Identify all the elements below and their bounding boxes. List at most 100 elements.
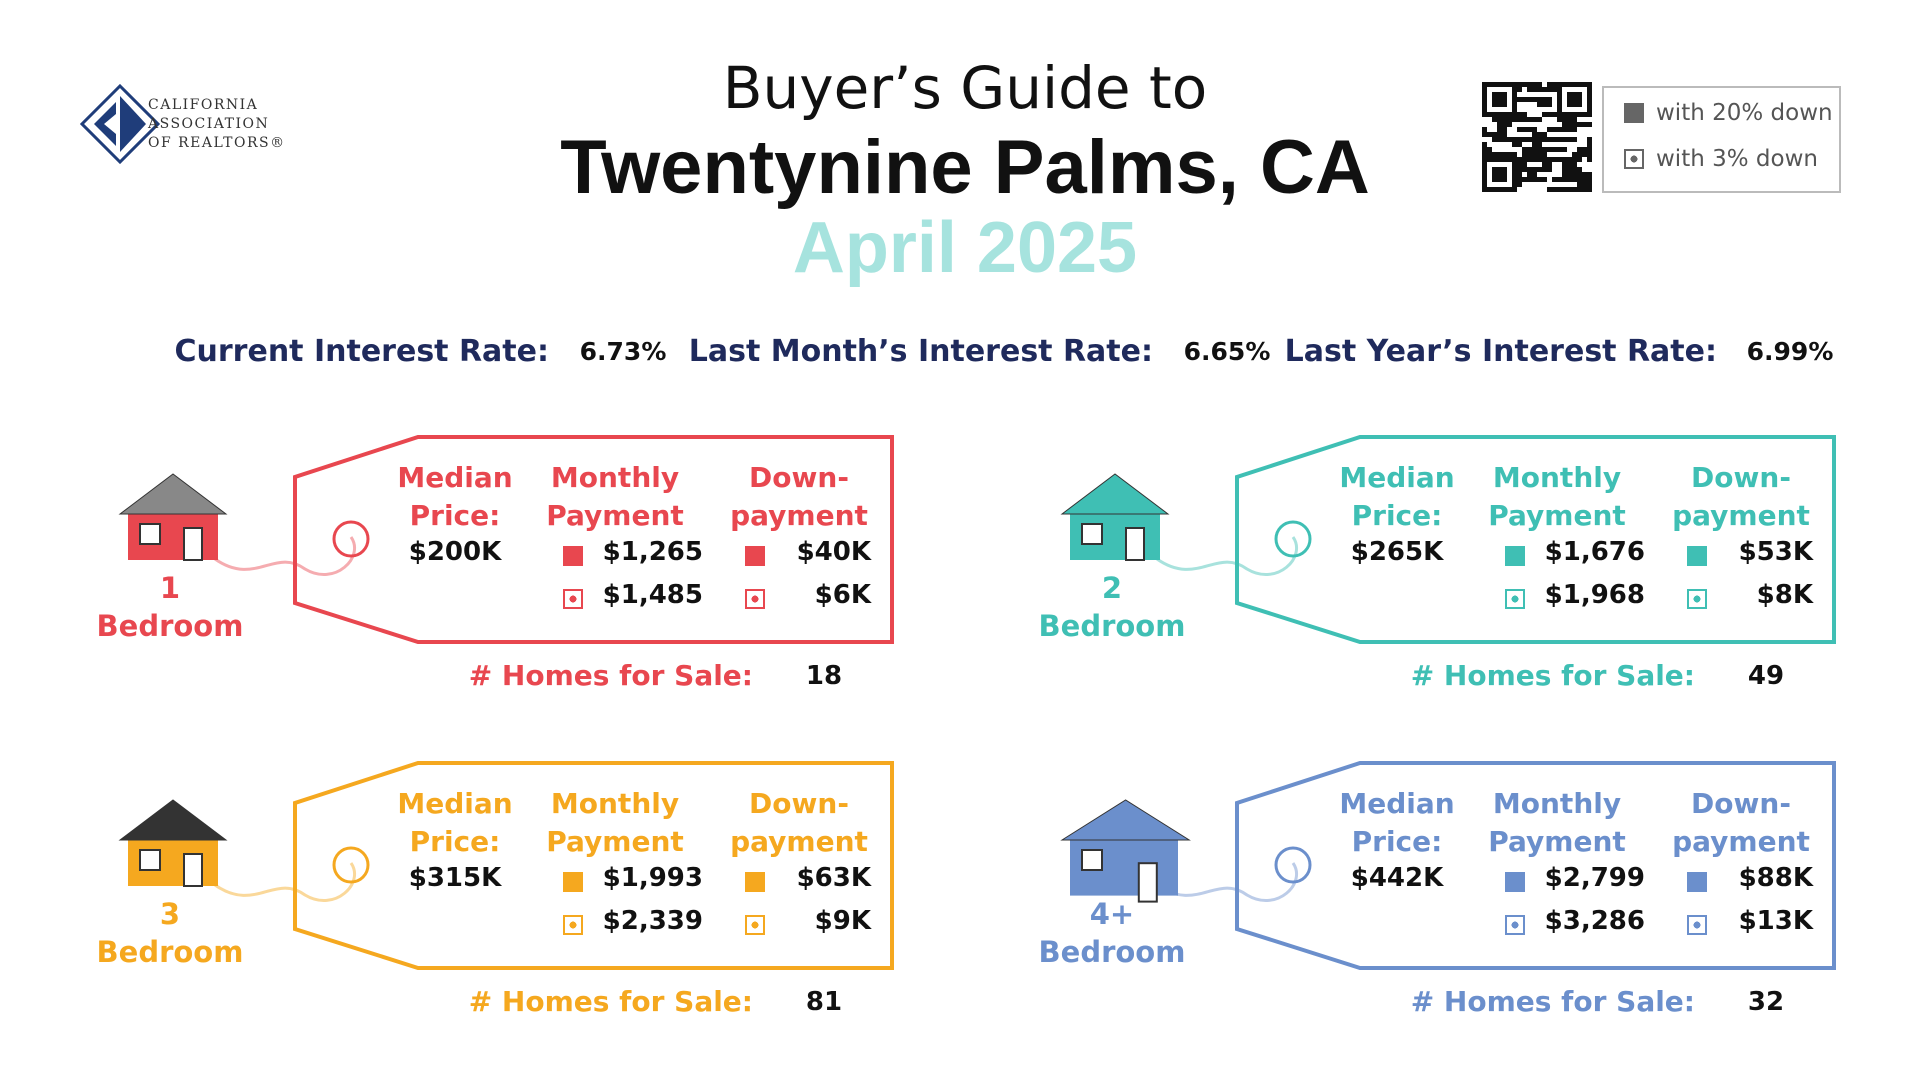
qr-cell — [1537, 102, 1542, 107]
qr-cell — [1557, 127, 1562, 132]
qr-cell — [1512, 107, 1517, 112]
qr-cell — [1522, 137, 1527, 142]
swatch-3 — [563, 915, 583, 935]
qr-cell — [1547, 97, 1552, 102]
qr-cell — [1567, 127, 1572, 132]
title-city: Twentynine Palms, CA — [560, 125, 1370, 210]
monthly-value: $1,265 — [602, 537, 703, 567]
qr-cell — [1517, 137, 1522, 142]
qr-cell — [1527, 137, 1532, 142]
qr-cell — [1487, 132, 1492, 137]
house-roof — [1060, 473, 1170, 515]
qr-cell — [1492, 102, 1497, 107]
qr-cell — [1507, 152, 1512, 157]
header-line: payment — [730, 825, 868, 858]
header-line: Monthly — [1492, 461, 1622, 494]
qr-cell — [1557, 187, 1562, 192]
qr-cell — [1572, 112, 1577, 117]
down-value: $40K — [796, 537, 871, 567]
qr-cell — [1572, 187, 1577, 192]
qr-cell — [1507, 82, 1512, 87]
qr-cell — [1482, 142, 1487, 147]
qr-cell — [1517, 182, 1522, 187]
qr-cell — [1572, 177, 1577, 182]
swatch-3 — [563, 589, 583, 609]
qr-cell — [1487, 147, 1492, 152]
qr-cell — [1482, 187, 1487, 192]
qr-cell — [1497, 97, 1502, 102]
qr-cell — [1522, 147, 1527, 152]
card-graphic — [1060, 761, 1836, 970]
logo-mark — [80, 84, 160, 164]
qr-cell — [1572, 127, 1577, 132]
qr-cell — [1557, 102, 1562, 107]
tag-outline — [293, 761, 894, 970]
down-value: $63K — [796, 863, 871, 893]
qr-cell — [1482, 177, 1487, 182]
qr-cell — [1497, 167, 1502, 172]
header-line: Payment — [546, 499, 684, 532]
qr-cell — [1547, 147, 1552, 152]
qr-cell — [1497, 112, 1502, 117]
qr-cell — [1542, 147, 1547, 152]
homes-value: 32 — [1747, 987, 1785, 1017]
qr-cell — [1587, 82, 1592, 87]
qr-cell — [1557, 157, 1562, 162]
swatch-3 — [745, 915, 765, 935]
header-line: Down- — [749, 787, 849, 820]
qr-cell — [1492, 92, 1497, 97]
qr-cell — [1557, 147, 1562, 152]
qr-cell — [1527, 97, 1532, 102]
monthly-value: $1,993 — [602, 863, 703, 893]
qr-cell — [1547, 87, 1552, 92]
swatch-20 — [563, 872, 583, 892]
qr-code — [1482, 82, 1592, 192]
tag-hole — [332, 520, 370, 558]
qr-cell — [1557, 92, 1562, 97]
swatch-20 — [563, 546, 583, 566]
down-value: $88K — [1738, 863, 1813, 893]
house-roof — [118, 473, 228, 515]
qr-cell — [1572, 162, 1577, 167]
qr-cell — [1497, 187, 1502, 192]
tag-hole — [1274, 520, 1312, 558]
qr-cell — [1562, 82, 1567, 87]
qr-cell — [1492, 187, 1497, 192]
qr-cell — [1572, 167, 1577, 172]
header-line: Monthly — [1492, 787, 1622, 820]
swatch-20 — [1687, 546, 1707, 566]
monthly-value: $1,485 — [602, 580, 703, 610]
tag-outline — [293, 435, 894, 644]
qr-cell — [1577, 97, 1582, 102]
column-header: Median Price: — [397, 459, 512, 535]
qr-cell — [1562, 162, 1567, 167]
qr-cell — [1557, 177, 1562, 182]
qr-cell — [1582, 112, 1587, 117]
qr-cell — [1582, 182, 1587, 187]
qr-cell — [1512, 167, 1517, 172]
qr-cell — [1517, 112, 1522, 117]
qr-cell — [1577, 172, 1582, 177]
tag-hole — [1274, 846, 1312, 884]
qr-cell — [1527, 82, 1532, 87]
qr-cell — [1512, 102, 1517, 107]
header-line: Payment — [1488, 825, 1626, 858]
column-header: Down-payment — [730, 785, 868, 861]
qr-cell — [1522, 112, 1527, 117]
rate-label: Current Interest Rate: — [174, 334, 549, 369]
qr-cell — [1562, 187, 1567, 192]
qr-cell — [1527, 117, 1532, 122]
qr-cell — [1482, 162, 1487, 167]
qr-cell — [1502, 132, 1507, 137]
qr-cell — [1567, 137, 1572, 142]
qr-cell — [1567, 102, 1572, 107]
qr-cell — [1567, 92, 1572, 97]
qr-cell — [1577, 92, 1582, 97]
qr-cell — [1557, 82, 1562, 87]
monthly-value: $2,339 — [602, 906, 703, 936]
qr-cell — [1512, 137, 1517, 142]
qr-cell — [1512, 157, 1517, 162]
swatch-20 — [1505, 872, 1525, 892]
qr-cell — [1502, 112, 1507, 117]
qr-cell — [1577, 152, 1582, 157]
